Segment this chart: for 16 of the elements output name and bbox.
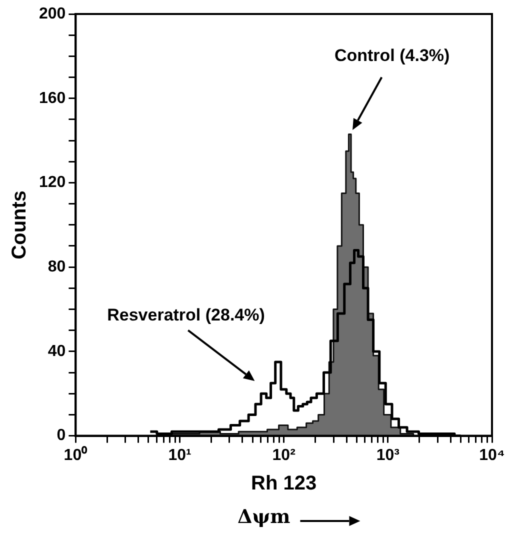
y-axis-title: Counts bbox=[8, 190, 31, 260]
annotation: Resveratrol (28.4%) bbox=[107, 305, 265, 324]
x-tick-label: 10² bbox=[272, 446, 296, 464]
x-tick-label: 10¹ bbox=[168, 446, 192, 464]
x-tick-label: 10³ bbox=[376, 446, 400, 464]
y-tick-label: 200 bbox=[38, 5, 66, 22]
x-tick-label: 10⁴ bbox=[479, 446, 505, 464]
y-tick-label: 160 bbox=[38, 90, 66, 107]
y-tick-label: 40 bbox=[48, 342, 66, 360]
y-tick-label: 80 bbox=[48, 258, 66, 276]
x-tick-label: 10⁰ bbox=[64, 446, 88, 464]
y-tick-label: 0 bbox=[56, 427, 66, 444]
x-axis-title: Rh 123 bbox=[251, 472, 317, 495]
text: Δψm bbox=[237, 506, 290, 528]
y-tick-label: 120 bbox=[38, 174, 66, 192]
annotation: Control (4.3%) bbox=[334, 46, 450, 65]
